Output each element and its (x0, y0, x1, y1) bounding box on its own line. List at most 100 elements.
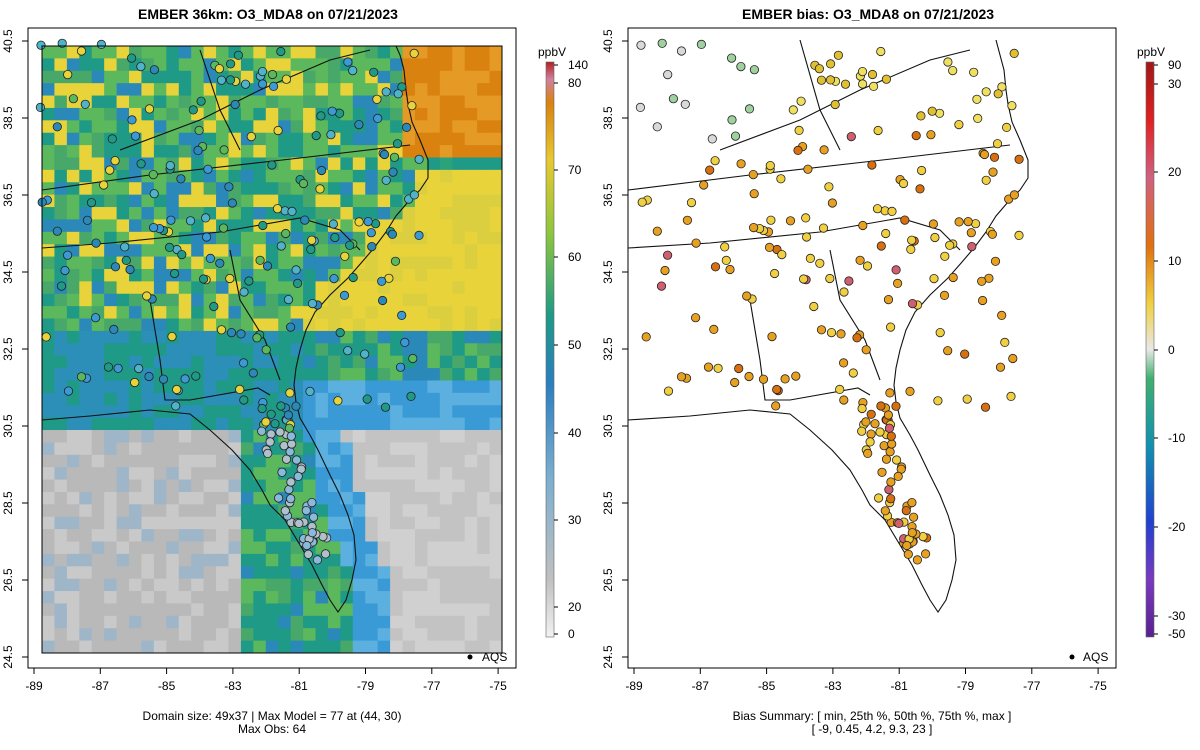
model-cell (390, 442, 404, 456)
model-cell (303, 330, 317, 344)
model-cell (104, 504, 118, 518)
aqs-site (387, 229, 397, 239)
model-cell (66, 529, 80, 543)
model-cell (439, 318, 453, 332)
bias-site (676, 372, 687, 382)
aqs-site (170, 268, 180, 279)
aqs-site (354, 120, 364, 130)
aqs-site (390, 256, 401, 266)
aqs-site (57, 38, 67, 48)
aqs-site (307, 235, 317, 245)
model-cell (91, 95, 105, 109)
model-cell (240, 553, 254, 567)
model-cell (452, 529, 466, 543)
model-cell (253, 578, 267, 592)
bias-site (929, 273, 939, 284)
model-cell (278, 132, 292, 146)
y-tick-label: 34.5 (1, 260, 15, 284)
model-cell (489, 306, 502, 320)
bias-site (867, 160, 877, 170)
model-cell (477, 318, 491, 332)
model-cell (116, 293, 130, 307)
bias-site (793, 145, 803, 155)
model-cell (303, 95, 317, 109)
model-cell (427, 405, 441, 419)
model-cell (129, 628, 143, 642)
model-cell (216, 120, 230, 134)
model-cell (340, 454, 354, 468)
model-cell (352, 194, 366, 208)
model-cell (278, 640, 292, 653)
model-cell (340, 640, 354, 653)
model-cell (42, 343, 56, 357)
model-cell (290, 591, 304, 605)
aqs-site (268, 81, 279, 92)
aqs-site (144, 104, 155, 114)
model-cell (290, 293, 304, 307)
model-cell (240, 207, 254, 221)
model-cell (42, 244, 56, 258)
bias-site (930, 232, 940, 243)
model-cell (253, 529, 267, 543)
model-cell (178, 392, 192, 406)
model-cell (116, 553, 130, 567)
model-cell (315, 343, 329, 357)
model-cell (365, 504, 379, 518)
model-cell (352, 83, 366, 97)
model-cell (452, 454, 466, 468)
model-cell (129, 603, 143, 617)
model-cell (414, 566, 429, 580)
aqs-site (257, 403, 267, 414)
model-cell (79, 268, 93, 282)
model-cell (240, 318, 254, 332)
model-cell (54, 566, 68, 580)
model-cell (439, 256, 453, 270)
model-cell (104, 145, 118, 159)
aqs-site (377, 295, 388, 306)
model-cell (377, 467, 391, 481)
model-cell (427, 107, 441, 121)
model-cell (228, 355, 242, 369)
model-cell (166, 516, 180, 530)
model-cell (327, 145, 341, 159)
model-cell (42, 306, 56, 320)
model-cell (365, 417, 379, 431)
bias-site (905, 386, 915, 396)
aqs-site (240, 79, 251, 89)
model-cell (452, 219, 466, 233)
model-cell (303, 467, 317, 481)
model-cell (228, 504, 242, 518)
model-cell (327, 529, 341, 543)
model-cell (42, 405, 56, 419)
model-cell (303, 120, 317, 134)
model-cell (489, 368, 502, 382)
model-cell (240, 107, 254, 121)
model-cell (464, 467, 478, 481)
model-cell (216, 169, 230, 183)
model-cell (191, 628, 205, 642)
model-cell (477, 256, 491, 270)
model-cell (66, 553, 80, 567)
aqs-site (281, 74, 291, 84)
model-cell (352, 491, 366, 505)
colorbar-tick-label: 50 (568, 338, 582, 352)
model-cell (452, 516, 466, 530)
model-cell (290, 504, 304, 518)
y-tick-label: 30.5 (601, 414, 615, 438)
model-cell (464, 95, 478, 109)
model-cell (315, 405, 329, 419)
colorbar-tick-label: 20 (1168, 165, 1182, 179)
model-cell (54, 442, 68, 456)
bias-site (972, 94, 982, 104)
model-cell (377, 417, 391, 431)
bias-site (880, 506, 890, 516)
bias-site (884, 423, 894, 433)
model-cell (452, 368, 466, 382)
model-cell (352, 417, 366, 431)
model-cell (452, 157, 466, 171)
model-cell (477, 591, 491, 605)
bias-site (865, 437, 875, 447)
aqs-site (265, 437, 275, 447)
model-cell (79, 70, 93, 84)
model-cell (91, 491, 105, 505)
